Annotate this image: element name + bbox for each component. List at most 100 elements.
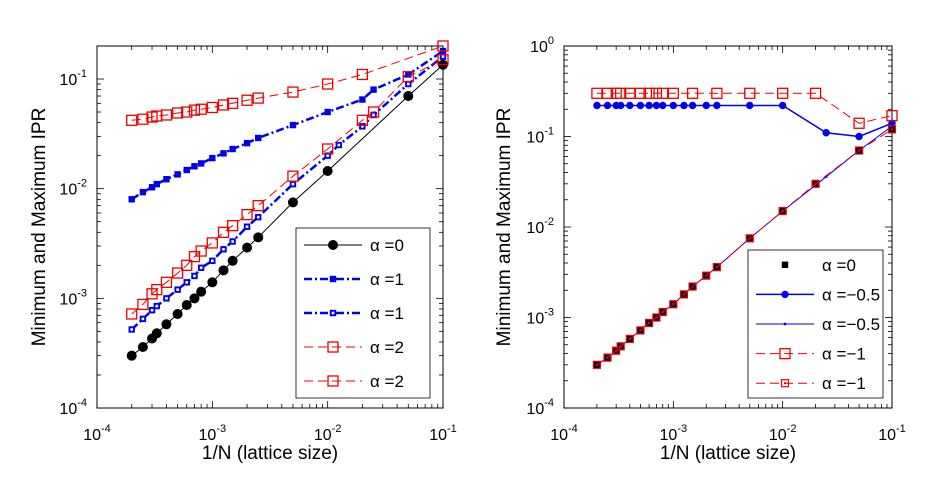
data-point (405, 80, 412, 88)
data-point (160, 109, 173, 121)
data-point (151, 328, 162, 339)
data-point (324, 108, 331, 116)
y-tick-label-base: 10 (526, 220, 544, 237)
data-point (207, 277, 218, 288)
legend-item: α =2 (304, 338, 404, 357)
data-point (137, 341, 148, 352)
left-chart: 10-4 10-3 10-2 10-110-410-310-210-11/N (lat… (29, 40, 457, 464)
x-tick-label-exponent: -4 (568, 423, 578, 435)
legend-item: α =−1 (756, 345, 866, 364)
x-tick-label-base: 10 (314, 427, 332, 444)
data-point (226, 220, 239, 232)
legend-marker (327, 341, 339, 353)
data-point (171, 107, 184, 119)
data-point (289, 180, 297, 188)
data-point (128, 326, 135, 333)
data-point (359, 96, 366, 103)
data-point (161, 319, 172, 330)
legend-marker (780, 379, 790, 388)
y-tick-label-base: 10 (530, 39, 548, 56)
legend-marker (783, 322, 787, 326)
data-point (287, 197, 298, 208)
data-point (148, 184, 156, 191)
data-point (241, 94, 253, 106)
data-point (139, 188, 147, 196)
legend-label: α =1 (370, 304, 404, 323)
series-1 (126, 59, 448, 361)
data-point (171, 267, 184, 279)
data-point (359, 123, 366, 130)
y-tick-label: 10-3 (526, 307, 554, 328)
y-tick-label: 10-3 (59, 287, 87, 308)
data-point (403, 90, 414, 101)
data-point (324, 152, 331, 159)
series-2 (593, 101, 896, 141)
data-point (612, 346, 621, 355)
data-point (643, 87, 655, 99)
data-point (197, 264, 205, 271)
legend-label: α =2 (370, 338, 404, 357)
legend-label: α =−0.5 (822, 285, 880, 304)
data-point (652, 101, 661, 110)
data-point (226, 97, 239, 109)
data-point (712, 263, 721, 272)
data-point (702, 101, 710, 110)
data-point (206, 101, 218, 114)
data-point (616, 101, 625, 110)
data-point (220, 246, 227, 253)
data-point (746, 101, 754, 110)
y-axis-label: Minimum and Maximum IPR (29, 108, 50, 347)
data-point (603, 101, 612, 110)
data-point (680, 101, 688, 110)
data-point (437, 54, 449, 66)
data-point (255, 134, 262, 142)
data-point (197, 160, 205, 167)
data-point (153, 302, 161, 310)
data-point (636, 326, 645, 335)
legend-label: α =0 (822, 256, 856, 275)
data-point (402, 71, 414, 83)
y-tick-label-exponent: -3 (77, 287, 87, 299)
data-point (322, 143, 334, 155)
legend: α =0 α =1 α =1 α =2 α =2 (295, 227, 431, 399)
x-tick-label-base: 10 (878, 427, 896, 444)
plot-frame (96, 45, 444, 409)
series-line (596, 104, 893, 138)
data-point (191, 272, 198, 280)
y-tick-label-exponent: -4 (544, 397, 554, 409)
data-point (139, 315, 147, 323)
data-point (218, 265, 229, 276)
data-point (886, 109, 898, 122)
legend-marker (327, 375, 339, 387)
x-tick-label: 10-4 (550, 423, 578, 444)
x-tick-label-base: 10 (429, 427, 447, 444)
legend-marker (781, 261, 789, 268)
data-point (887, 125, 897, 134)
data-point (592, 360, 602, 369)
data-point (616, 342, 625, 351)
data-point (217, 99, 230, 111)
data-point (601, 87, 614, 99)
series-line (131, 49, 444, 201)
data-point (289, 121, 297, 129)
x-tick-label-exponent: -1 (896, 423, 906, 435)
y-tick-label-exponent: -1 (544, 126, 554, 138)
data-point (195, 245, 207, 257)
data-point (615, 87, 627, 99)
y-tick-label-base: 10 (526, 130, 544, 147)
legend-label: α =0 (370, 236, 404, 255)
data-point (679, 290, 689, 299)
data-point (206, 237, 218, 249)
legend-label: α =2 (370, 372, 404, 391)
y-tick-label-base: 10 (59, 291, 77, 308)
data-point (659, 101, 667, 110)
data-point (137, 298, 149, 311)
data-point (370, 111, 377, 119)
legend-marker (781, 290, 789, 299)
data-point (645, 101, 653, 110)
data-point (181, 299, 192, 310)
data-point (181, 106, 193, 118)
series-line (596, 92, 893, 124)
x-tick-label: 10-3 (199, 423, 227, 444)
series-5 (126, 54, 449, 320)
